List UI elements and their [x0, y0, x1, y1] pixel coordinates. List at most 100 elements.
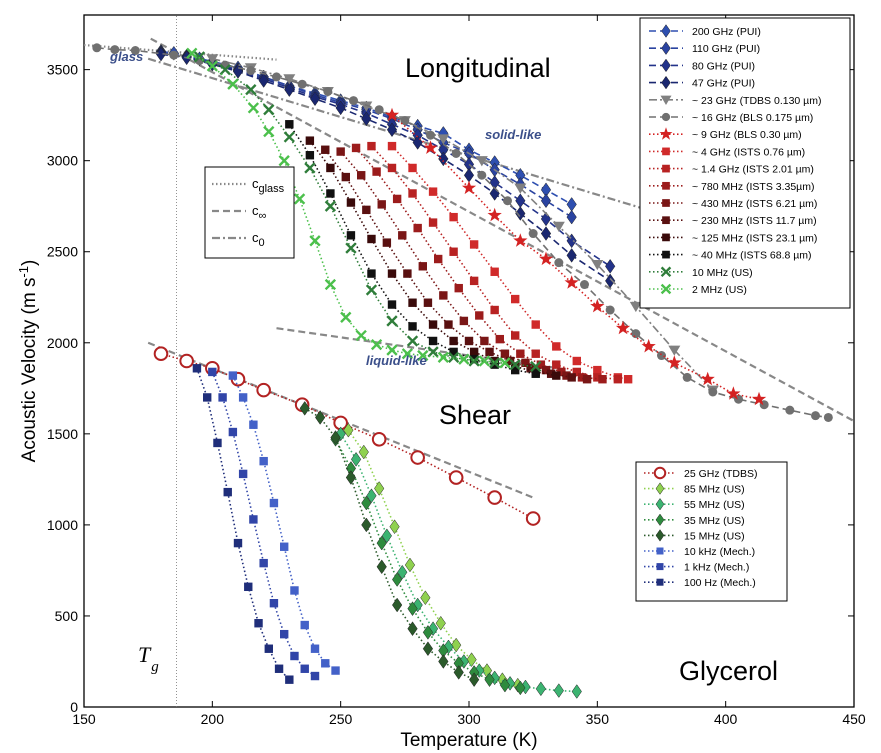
data-point: [377, 200, 386, 209]
longitudinal-legend: 200 GHz (PUI) 110 GHz (PUI) 80 GHz (PUI) 47…: [639, 17, 851, 309]
series-line: [160, 53, 611, 282]
y-tick-label: 1000: [47, 517, 78, 533]
legend-label: ~ 23 GHz (TDBS 0.130 µm): [692, 95, 821, 107]
data-point: [540, 193, 552, 209]
data-point: [605, 258, 616, 274]
data-point: [208, 367, 217, 377]
legend-marker: [656, 547, 664, 555]
data-point: [398, 231, 407, 240]
glass-annotation: glass: [109, 49, 143, 64]
data-point: [546, 369, 556, 378]
data-point: [331, 666, 340, 675]
data-point: [509, 358, 521, 371]
data-point: [469, 347, 479, 357]
data-point: [299, 401, 310, 416]
data-point: [785, 405, 795, 415]
data-point: [422, 624, 434, 640]
data-point: [92, 43, 102, 53]
x-tick-label: 400: [714, 711, 738, 727]
data-point: [238, 393, 248, 402]
data-point: [541, 365, 551, 375]
data-point: [386, 315, 398, 327]
data-point: [345, 470, 357, 485]
data-point: [343, 422, 354, 438]
series-13: [285, 120, 540, 378]
data-point: [521, 358, 530, 368]
data-point: [376, 559, 387, 575]
data-point: [300, 620, 309, 630]
data-point: [557, 367, 566, 377]
data-point: [381, 528, 392, 544]
legend-label: 10 kHz (Mech.): [684, 546, 755, 558]
data-point: [249, 515, 258, 524]
data-point: [449, 347, 458, 357]
data-point: [528, 229, 538, 239]
data-point: [238, 469, 248, 479]
data-point: [228, 427, 238, 437]
data-point: [426, 130, 435, 140]
data-point: [629, 301, 642, 313]
legend-label: ~ 40 MHz (ISTS 68.8 µm): [692, 250, 812, 262]
x-tick-label: 450: [842, 711, 866, 727]
data-point: [315, 410, 326, 425]
data-point: [605, 305, 615, 315]
data-point: [811, 411, 820, 421]
data-point: [360, 101, 373, 112]
liquid-like-annotation: liquid-like: [366, 353, 427, 368]
data-point: [444, 320, 453, 329]
y-tick-label: 1500: [47, 426, 78, 442]
data-point: [412, 135, 423, 150]
data-point: [346, 231, 356, 240]
data-point: [227, 78, 239, 90]
data-point: [525, 511, 541, 526]
data-point: [571, 684, 582, 699]
data-point: [367, 234, 376, 244]
data-point: [489, 357, 501, 369]
legend-marker: [661, 58, 671, 73]
shear-legend: 25 GHz (TDBS) 85 MHz (US) 55 MHz (US) 35 MH…: [635, 461, 788, 602]
data-point: [428, 320, 438, 329]
legend-marker: [662, 147, 670, 156]
data-point: [153, 346, 169, 362]
data-point: [155, 46, 167, 62]
data-point: [485, 347, 494, 357]
data-point: [244, 582, 253, 592]
data-point: [406, 335, 419, 347]
data-point: [552, 221, 565, 232]
data-point: [272, 72, 281, 82]
data-point: [552, 342, 561, 351]
data-point: [346, 198, 356, 207]
data-point: [247, 102, 260, 114]
data-point: [219, 63, 231, 76]
data-point: [382, 238, 392, 247]
legend-label: 1 kHz (Mech.): [684, 562, 749, 574]
data-point: [423, 298, 433, 307]
legend-label: ~ 780 MHz (ISTS 3.35µm): [692, 181, 814, 193]
legend-marker: [661, 112, 671, 122]
data-point: [435, 615, 446, 631]
data-point: [552, 360, 561, 369]
data-point: [341, 172, 350, 182]
data-point: [487, 490, 502, 505]
series-9: [351, 143, 607, 384]
data-point: [469, 276, 479, 286]
data-point: [458, 353, 470, 365]
data-point: [223, 487, 232, 497]
legend-marker: [655, 482, 665, 495]
data-point: [437, 351, 449, 364]
data-point: [418, 262, 427, 271]
data-point: [530, 360, 542, 373]
legend-label: 200 GHz (PUI): [692, 26, 761, 38]
x-axis-label: Temperature (K): [400, 730, 537, 751]
data-point: [326, 163, 335, 173]
data-point: [469, 354, 479, 364]
data-point: [384, 107, 400, 122]
data-point: [511, 294, 520, 304]
legend-label: ~ 430 MHz (ISTS 6.21 µm): [692, 198, 817, 210]
data-point: [475, 311, 484, 320]
data-point: [367, 141, 376, 151]
line-legend-label: c∞: [252, 203, 266, 222]
data-point: [487, 207, 502, 222]
series-line: [391, 114, 760, 400]
data-point: [641, 338, 656, 353]
